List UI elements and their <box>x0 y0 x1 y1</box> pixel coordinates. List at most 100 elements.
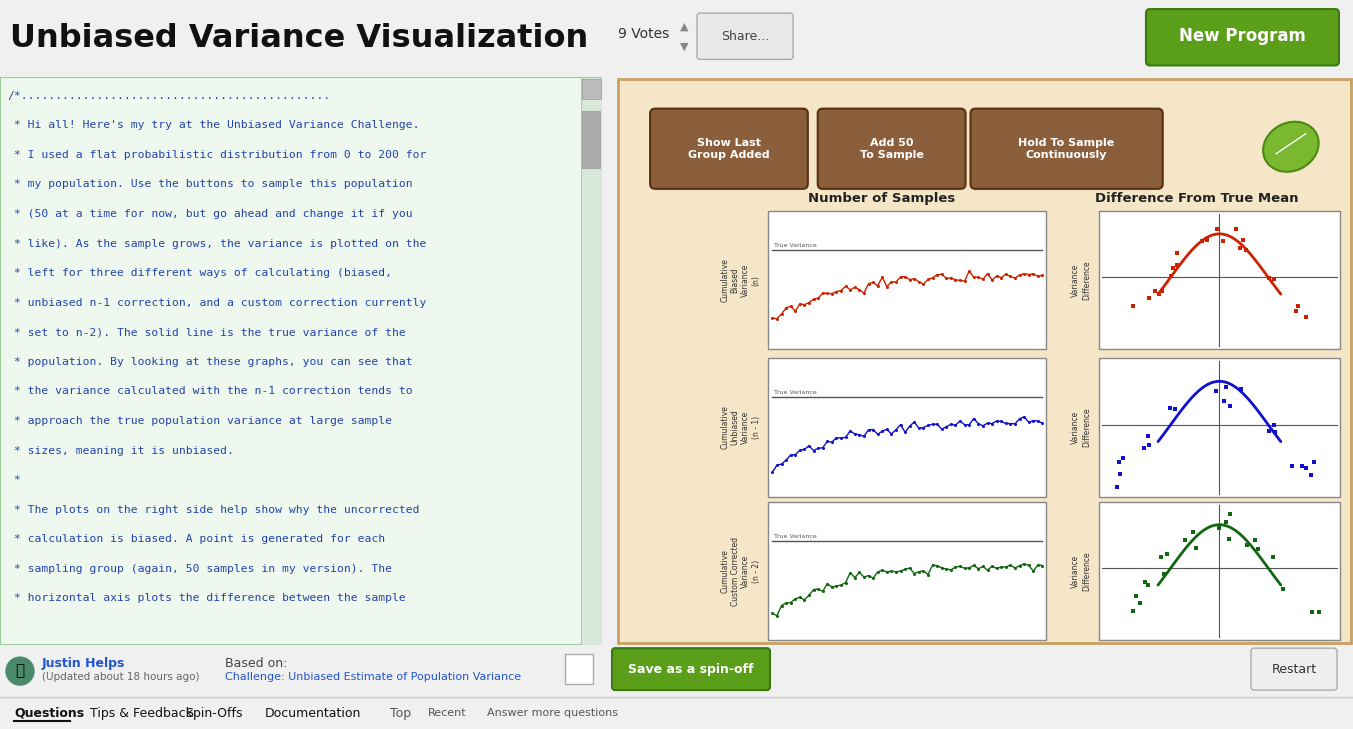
Point <box>1166 259 1188 270</box>
Text: Justin Helps: Justin Helps <box>42 657 126 670</box>
FancyBboxPatch shape <box>817 109 966 189</box>
Point <box>1147 288 1169 300</box>
Text: *: * <box>7 475 22 485</box>
Point <box>1224 223 1246 235</box>
Text: * left for three different ways of calculating (biased,: * left for three different ways of calcu… <box>7 268 392 278</box>
Point <box>1295 311 1316 322</box>
Point <box>1154 569 1176 580</box>
Text: * The plots on the right side help show why the uncorrected: * The plots on the right side help show … <box>7 504 419 515</box>
Text: Unbiased Variance Visualization: Unbiased Variance Visualization <box>9 23 589 54</box>
Point <box>1300 606 1322 617</box>
Text: * unbiased n-1 correction, and a custom correction currently: * unbiased n-1 correction, and a custom … <box>7 297 426 308</box>
Text: 🐦: 🐦 <box>15 663 24 679</box>
Point <box>1126 590 1147 602</box>
Text: Number of Samples: Number of Samples <box>808 192 955 206</box>
Point <box>1285 305 1307 317</box>
Text: Based on:: Based on: <box>225 657 287 670</box>
Point <box>1219 507 1241 519</box>
FancyBboxPatch shape <box>769 502 1046 640</box>
Point <box>1122 300 1143 312</box>
Text: * set to n-2). The solid line is the true variance of the: * set to n-2). The solid line is the tru… <box>7 327 406 338</box>
Point <box>1230 383 1252 394</box>
FancyBboxPatch shape <box>582 79 601 99</box>
Point <box>1245 534 1266 545</box>
Text: Save as a spin-off: Save as a spin-off <box>628 663 754 676</box>
Point <box>1212 235 1234 247</box>
Point <box>1108 456 1130 468</box>
Point <box>1183 526 1204 537</box>
Text: Top: Top <box>390 706 411 720</box>
Text: * sizes, meaning it is unbiased.: * sizes, meaning it is unbiased. <box>7 445 234 456</box>
Text: * sampling group (again, 50 samples in my version). The: * sampling group (again, 50 samples in m… <box>7 564 392 574</box>
Point <box>1230 242 1252 254</box>
Text: * calculation is biased. A point is generated for each: * calculation is biased. A point is gene… <box>7 534 386 545</box>
Point <box>1258 426 1280 437</box>
Point <box>1235 244 1257 256</box>
Point <box>1145 286 1166 297</box>
FancyBboxPatch shape <box>580 77 602 645</box>
FancyBboxPatch shape <box>769 359 1046 496</box>
Point <box>1264 419 1285 431</box>
Point <box>1231 235 1253 246</box>
Point <box>1264 426 1285 438</box>
Text: ▼: ▼ <box>681 42 689 51</box>
Text: Variance
Difference: Variance Difference <box>1072 260 1091 300</box>
Text: 9 Votes: 9 Votes <box>618 27 670 42</box>
Point <box>1272 583 1293 595</box>
Point <box>1109 468 1131 480</box>
Text: Spin-Offs: Spin-Offs <box>185 706 242 720</box>
Point <box>1295 463 1316 475</box>
Text: * Hi all! Here's my try at the Unbiased Variance Challenge.: * Hi all! Here's my try at the Unbiased … <box>7 120 419 130</box>
Point <box>1214 395 1235 407</box>
Point <box>1137 430 1158 442</box>
Text: Questions: Questions <box>14 706 84 720</box>
Text: * population. By looking at these graphs, you can see that: * population. By looking at these graphs… <box>7 357 413 367</box>
Text: Share...: Share... <box>721 30 769 43</box>
Point <box>1237 539 1258 551</box>
Point <box>1206 385 1227 397</box>
Point <box>1196 235 1218 246</box>
Point <box>1162 262 1184 273</box>
Text: New Program: New Program <box>1178 27 1306 45</box>
Point <box>1123 605 1145 617</box>
Point <box>1207 223 1229 235</box>
Point <box>1308 607 1330 618</box>
Point <box>1185 542 1207 554</box>
Point <box>1291 460 1312 472</box>
FancyBboxPatch shape <box>1099 211 1341 349</box>
Point <box>1300 469 1322 480</box>
Point <box>1157 547 1178 559</box>
Text: * the variance calculated with the n-1 correction tends to: * the variance calculated with the n-1 c… <box>7 386 413 397</box>
Text: Add 50
To Sample: Add 50 To Sample <box>859 138 924 160</box>
Point <box>1247 543 1269 555</box>
FancyBboxPatch shape <box>970 109 1162 189</box>
Text: * (50 at a time for now, but go ahead and change it if you: * (50 at a time for now, but go ahead an… <box>7 209 413 219</box>
Point <box>1128 598 1150 609</box>
FancyBboxPatch shape <box>582 111 601 168</box>
Text: Documentation: Documentation <box>265 706 361 720</box>
Text: Hold To Sample
Continuously: Hold To Sample Continuously <box>1019 138 1115 160</box>
Point <box>1219 400 1241 412</box>
Point <box>1137 579 1158 590</box>
FancyBboxPatch shape <box>617 79 1352 643</box>
Point <box>1208 522 1230 534</box>
Point <box>1262 552 1284 564</box>
Text: (Updated about 18 hours ago): (Updated about 18 hours ago) <box>42 672 199 682</box>
Text: Cumulative
Custom Corrected
Variance
(n - 2): Cumulative Custom Corrected Variance (n … <box>720 537 760 606</box>
Point <box>1160 270 1181 282</box>
Text: Restart: Restart <box>1272 663 1316 676</box>
Point <box>1191 235 1212 247</box>
Text: Variance
Difference: Variance Difference <box>1072 551 1091 590</box>
Text: Tips & Feedback: Tips & Feedback <box>91 706 193 720</box>
FancyBboxPatch shape <box>566 654 593 684</box>
Text: Variance
Difference: Variance Difference <box>1072 408 1091 448</box>
Text: Recent: Recent <box>428 708 467 718</box>
Text: * I used a flat probabilistic distribution from 0 to 200 for: * I used a flat probabilistic distributi… <box>7 150 426 160</box>
Point <box>1287 300 1308 312</box>
Point <box>1112 452 1134 464</box>
Point <box>1160 402 1181 414</box>
Point <box>1138 439 1160 451</box>
Text: /*.............................................: /*......................................… <box>7 91 330 101</box>
Text: Cumulative
Biased
Variance
(n): Cumulative Biased Variance (n) <box>720 258 760 302</box>
Point <box>1164 404 1185 416</box>
